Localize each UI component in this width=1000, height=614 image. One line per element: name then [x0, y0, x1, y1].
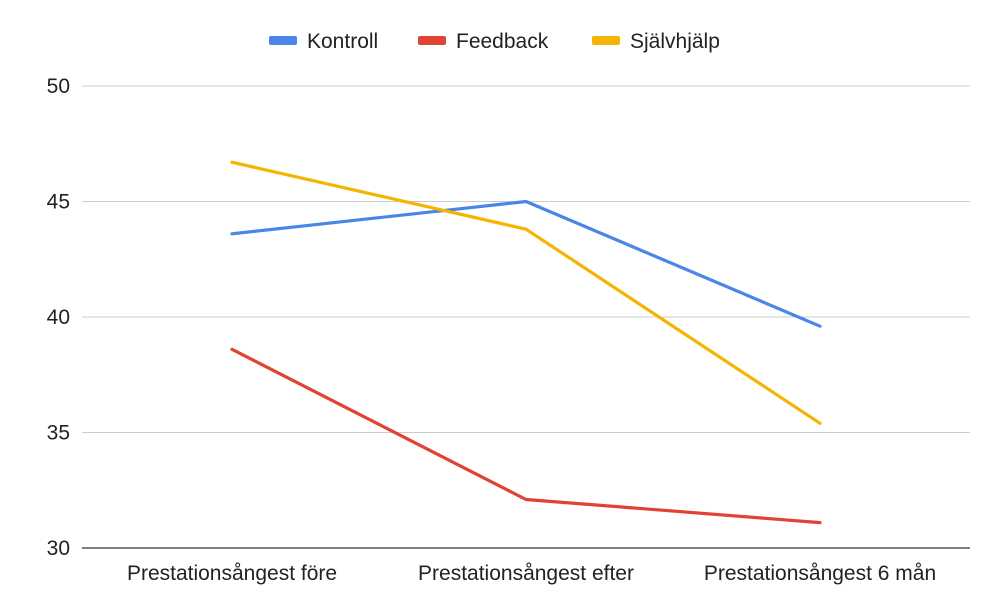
y-axis-ticks: 30 35 40 45 50	[47, 75, 70, 560]
legend-swatch	[418, 36, 446, 45]
legend-label: Självhjälp	[630, 30, 720, 53]
y-tick-label: 35	[47, 422, 70, 445]
legend-label: Kontroll	[307, 30, 378, 53]
legend: Kontroll Feedback Självhjälp	[269, 30, 720, 53]
legend-label: Feedback	[456, 30, 549, 53]
x-category-label: Prestationsångest före	[127, 562, 337, 585]
series-line-feedback	[230, 347, 822, 525]
series-lines	[230, 160, 822, 525]
y-tick-label: 50	[47, 75, 70, 98]
legend-item-kontroll: Kontroll	[269, 30, 378, 53]
y-tick-label: 30	[47, 537, 70, 560]
x-category-label: Prestationsångest efter	[418, 562, 634, 585]
y-tick-label: 45	[47, 191, 70, 214]
gridlines	[82, 85, 970, 549]
x-category-label: Prestationsångest 6 mån	[704, 562, 936, 585]
x-axis-categories: Prestationsångest före Prestationsångest …	[127, 562, 936, 585]
legend-swatch	[269, 36, 297, 45]
legend-item-feedback: Feedback	[418, 30, 549, 53]
legend-swatch	[592, 36, 620, 45]
legend-item-sjalvhjalp: Självhjälp	[592, 30, 720, 53]
series-line-kontroll	[230, 199, 822, 328]
series-line-sjalvhjalp	[230, 160, 822, 425]
y-tick-label: 40	[47, 306, 70, 329]
